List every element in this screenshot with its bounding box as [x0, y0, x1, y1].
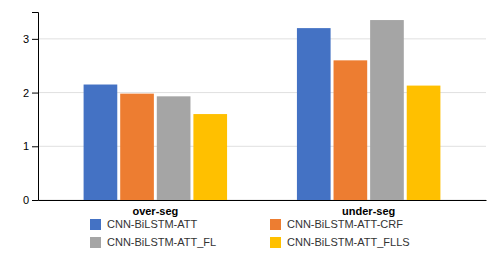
legend-label: CNN-BiLSTM-ATT-CRF	[287, 218, 403, 230]
chart-container: 0123over-segunder-segCNN-BiLSTM-ATTCNN-B…	[0, 0, 500, 272]
bar	[120, 94, 154, 200]
x-axis-line	[39, 200, 487, 201]
legend-swatch	[270, 219, 281, 230]
y-axis-line	[32, 13, 39, 201]
x-tick-label: under-seg	[342, 205, 395, 217]
bar-series	[120, 60, 367, 200]
y-tick: 1	[23, 140, 38, 152]
bar-series	[157, 20, 404, 200]
y-tick-mark	[32, 39, 38, 40]
bar	[334, 60, 368, 200]
chart: 0123over-segunder-segCNN-BiLSTM-ATTCNN-B…	[0, 0, 500, 272]
legend-item: CNN-BiLSTM-ATT_FLLS	[270, 236, 410, 248]
y-tick: 2	[23, 87, 38, 99]
y-tick-label: 0	[23, 194, 29, 206]
y-tick-label: 2	[23, 87, 29, 99]
legend-swatch	[270, 237, 281, 248]
bar-series	[84, 28, 331, 200]
bar-series	[193, 86, 440, 200]
x-axis: over-seg under-seg	[39, 201, 487, 217]
y-tick-mark	[32, 93, 38, 94]
bar	[193, 114, 227, 200]
bar	[370, 20, 404, 200]
bar	[157, 96, 191, 200]
y-tick: 0	[23, 194, 38, 206]
grid-line	[38, 38, 486, 39]
y-tick-label: 3	[23, 33, 29, 45]
x-tick-label: over-seg	[132, 205, 178, 217]
legend-label: CNN-BiLSTM-ATT	[107, 218, 198, 230]
legend-swatch	[90, 237, 101, 248]
bar	[407, 86, 441, 200]
legend-label: CNN-BiLSTM-ATT_FLLS	[287, 236, 410, 248]
legend-item: CNN-BiLSTM-ATT-CRF	[270, 218, 403, 230]
legend-swatch	[90, 219, 101, 230]
legend-item: CNN-BiLSTM-ATT_FL	[90, 236, 216, 248]
legend-label: CNN-BiLSTM-ATT_FL	[107, 236, 216, 248]
plot-area: 0 1 2 3 over-seg under-seg	[23, 13, 487, 217]
bar	[84, 85, 118, 200]
y-tick: 3	[23, 33, 38, 45]
legend: CNN-BiLSTM-ATT CNN-BiLSTM-ATT-CRF CNN-BiLS…	[90, 218, 410, 248]
y-axis: 0 1 2 3	[23, 13, 39, 207]
x-tick: over-seg	[132, 205, 178, 217]
grid	[38, 39, 486, 200]
y-tick-mark	[32, 200, 38, 201]
bar	[297, 28, 331, 200]
x-tick: under-seg	[342, 205, 395, 217]
bars	[84, 20, 441, 200]
y-tick-mark	[32, 146, 38, 147]
legend-item: CNN-BiLSTM-ATT	[90, 218, 198, 230]
y-tick-label: 1	[23, 140, 29, 152]
